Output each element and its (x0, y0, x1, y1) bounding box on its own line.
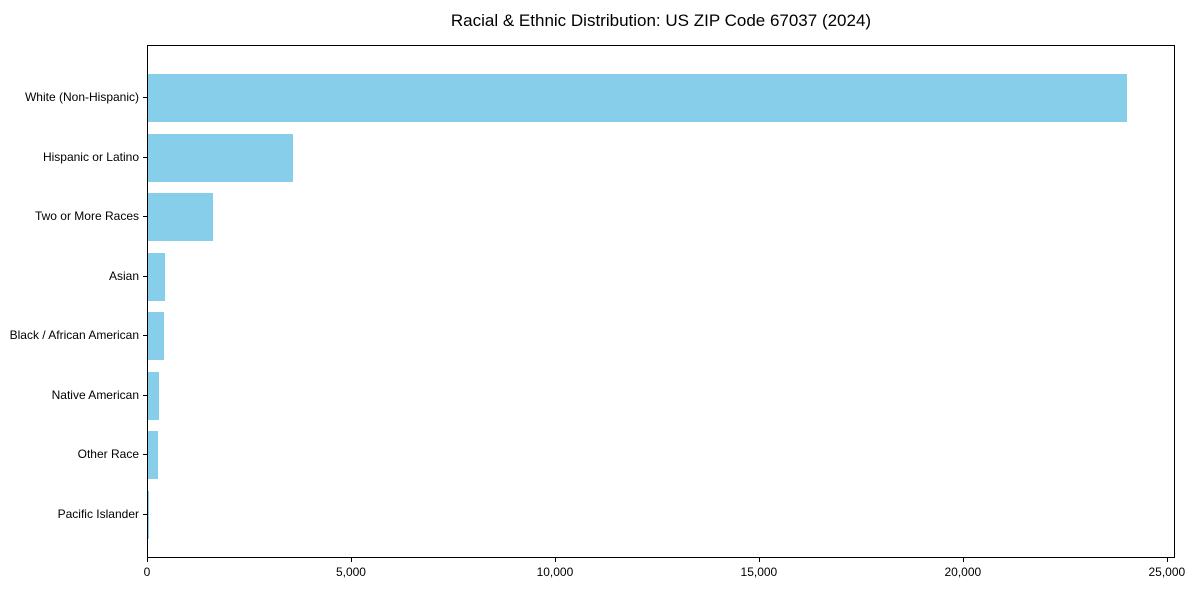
bar-black-african-american (148, 312, 164, 361)
y-axis-tick (143, 275, 147, 277)
x-tick-label: 20,000 (944, 565, 982, 579)
y-tick-label: Pacific Islander (57, 506, 139, 521)
x-tick-label: 0 (143, 565, 151, 579)
bar-native-american (148, 371, 159, 420)
y-axis-tick (143, 394, 147, 396)
y-axis-tick (143, 335, 147, 337)
x-tick-label: 10,000 (536, 565, 574, 579)
plot-area (147, 45, 1175, 558)
bar-white-non-hispanic (148, 73, 1128, 122)
x-axis-tick (554, 558, 556, 562)
x-axis-tick (350, 558, 352, 562)
x-tick-label: 25,000 (1148, 565, 1186, 579)
y-axis-tick (143, 513, 147, 515)
y-tick-label: Asian (108, 268, 139, 283)
x-axis-tick (147, 558, 148, 562)
y-tick-label: White (Non-Hispanic) (24, 89, 139, 104)
bar-asian (148, 252, 166, 301)
y-tick-label: Hispanic or Latino (42, 149, 139, 164)
x-axis-tick (962, 558, 964, 562)
bar-two-or-more-races (148, 193, 213, 242)
y-tick-label: Black / African American (9, 328, 139, 343)
chart-title: Racial & Ethnic Distribution: US ZIP Cod… (450, 11, 872, 30)
x-tick-label: 15,000 (740, 565, 778, 579)
x-axis-tick (1166, 558, 1168, 562)
bar-other-race (148, 431, 158, 480)
y-tick-label: Native American (51, 387, 139, 402)
bar-hispanic-or-latino (148, 133, 293, 182)
y-tick-label: Two or More Races (34, 209, 139, 224)
bar-pacific-islander (148, 490, 149, 539)
y-axis-tick (143, 156, 147, 158)
y-axis-tick (143, 216, 147, 218)
x-tick-label: 5,000 (335, 565, 366, 579)
y-axis-tick (143, 454, 147, 456)
x-axis-tick (758, 558, 760, 562)
y-tick-label: Other Race (77, 447, 139, 462)
y-axis-tick (143, 96, 147, 98)
